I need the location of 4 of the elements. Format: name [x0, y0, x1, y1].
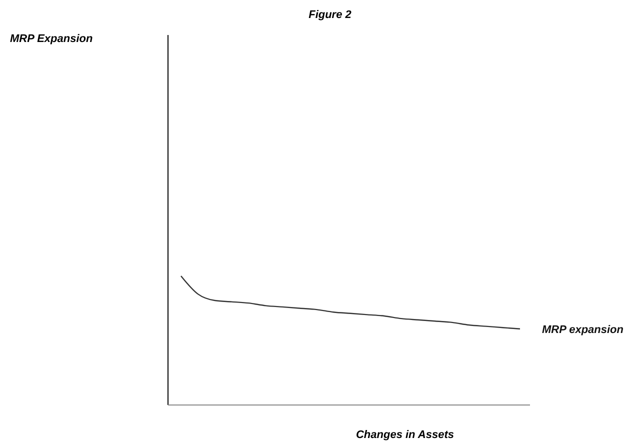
- chart-title: Figure 2: [308, 9, 352, 21]
- text: MRP expansion: [542, 324, 624, 336]
- text: MRP Expansion: [10, 33, 93, 45]
- x-axis-title: Changes in Assets: [356, 429, 454, 441]
